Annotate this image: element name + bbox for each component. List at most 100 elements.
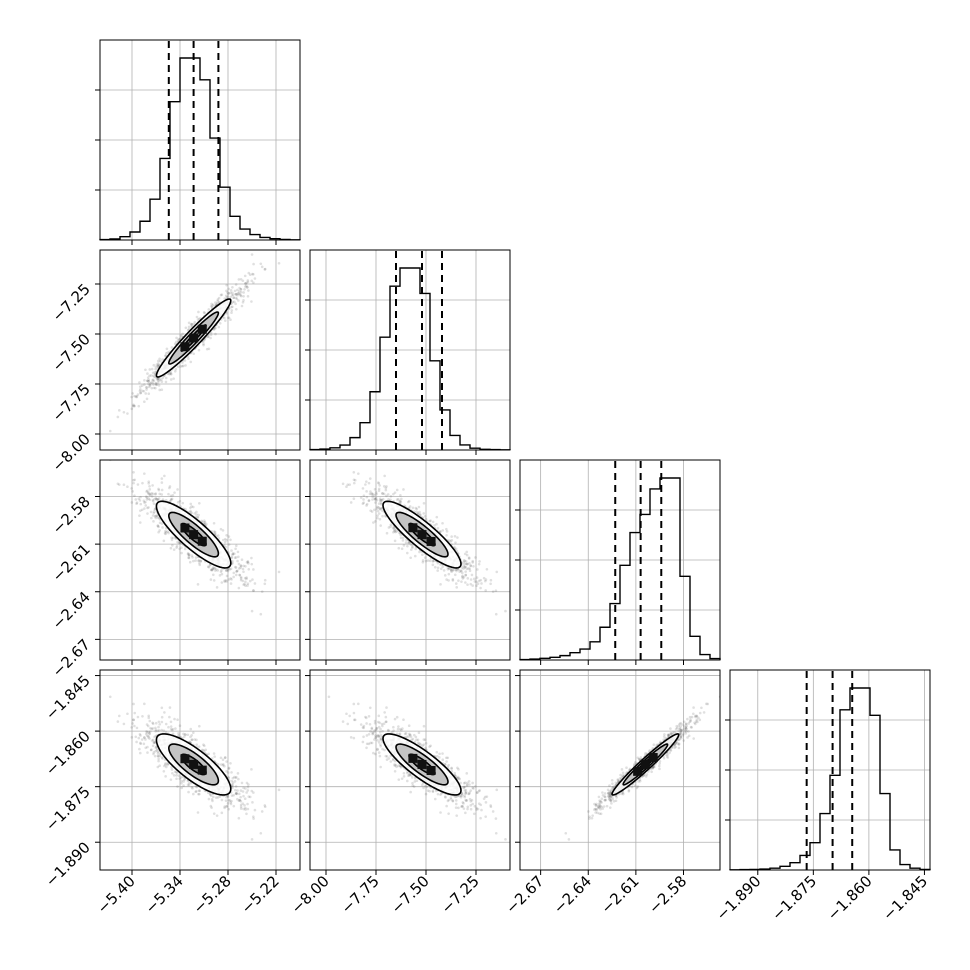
sample-point xyxy=(239,575,243,579)
sample-point xyxy=(445,578,448,581)
sample-point xyxy=(130,487,133,490)
sample-point xyxy=(372,521,375,524)
sample-point xyxy=(232,804,236,808)
sample-point xyxy=(126,712,129,716)
sample-point xyxy=(464,791,467,795)
sample-point xyxy=(154,749,157,753)
sample-point xyxy=(177,732,180,735)
sample-point xyxy=(214,567,218,571)
sample-point xyxy=(157,759,160,763)
sample-point xyxy=(236,293,239,297)
sample-point xyxy=(246,789,250,792)
sample-point xyxy=(164,529,167,533)
sample-point xyxy=(234,792,238,795)
sample-point xyxy=(392,729,395,732)
sample-point xyxy=(241,790,245,793)
sample-point xyxy=(133,711,137,715)
sample-point xyxy=(226,795,230,799)
sample-point xyxy=(179,333,183,337)
sample-point xyxy=(132,404,135,408)
sample-point xyxy=(376,509,380,513)
sample-point xyxy=(214,332,217,336)
sample-point xyxy=(135,726,139,730)
sample-point xyxy=(227,767,231,770)
sample-point xyxy=(189,781,193,785)
y-tick-label: −1.845 xyxy=(42,672,94,724)
sample-point xyxy=(144,504,148,507)
sample-point xyxy=(472,577,476,581)
sample-point xyxy=(225,312,228,315)
sample-point xyxy=(225,569,228,572)
sample-point xyxy=(187,357,190,361)
sample-point xyxy=(465,553,469,557)
sample-point xyxy=(144,386,148,389)
sample-point xyxy=(108,429,112,433)
y-tick-label: −1.860 xyxy=(42,727,94,779)
density-core-block xyxy=(197,324,207,334)
sample-point xyxy=(461,571,464,575)
sample-point xyxy=(153,375,156,379)
sample-point xyxy=(157,497,161,500)
sample-point xyxy=(365,502,369,506)
sample-point xyxy=(136,715,140,719)
sample-point xyxy=(160,522,164,525)
sample-point xyxy=(192,352,196,356)
sample-point xyxy=(180,786,184,790)
sample-point xyxy=(232,575,235,579)
sample-point xyxy=(239,290,243,294)
sample-point xyxy=(379,727,382,731)
sample-point xyxy=(395,732,399,736)
sample-point xyxy=(212,795,215,799)
sample-point xyxy=(443,763,447,766)
sample-point xyxy=(416,738,420,742)
sample-point xyxy=(239,287,243,291)
sample-point xyxy=(239,789,243,792)
sample-point xyxy=(243,576,247,580)
sample-point xyxy=(156,364,160,368)
sample-point xyxy=(401,539,405,542)
sample-point xyxy=(223,805,227,808)
sample-point xyxy=(122,483,126,487)
sample-point xyxy=(197,745,201,748)
sample-point xyxy=(145,388,148,391)
sample-point xyxy=(450,570,453,574)
sample-point xyxy=(226,802,230,805)
sample-point xyxy=(236,288,239,292)
sample-point xyxy=(227,798,231,802)
y-tick-label: −2.61 xyxy=(49,540,94,585)
sample-point xyxy=(242,794,245,798)
sample-point xyxy=(132,404,135,408)
sample-point xyxy=(244,584,247,587)
sample-point xyxy=(181,332,184,336)
sample-point xyxy=(151,722,155,726)
sample-point xyxy=(235,569,239,573)
sample-point xyxy=(392,725,395,729)
sample-point xyxy=(398,732,402,735)
sample-point xyxy=(202,343,205,347)
sample-point xyxy=(169,372,173,376)
sample-point xyxy=(233,556,237,560)
sample-point xyxy=(483,795,487,799)
sample-point xyxy=(252,262,255,266)
sample-point xyxy=(244,282,247,285)
sample-point xyxy=(453,795,457,799)
sample-point xyxy=(230,549,233,552)
sample-point xyxy=(149,374,153,377)
sample-point xyxy=(459,569,463,572)
sample-point xyxy=(477,789,481,793)
sample-point xyxy=(385,494,388,498)
sample-point xyxy=(252,568,255,571)
histogram-1 xyxy=(309,267,511,451)
sample-point xyxy=(393,528,396,531)
sample-point xyxy=(467,792,471,796)
sample-point xyxy=(192,731,195,735)
sample-point xyxy=(361,726,365,729)
sample-point xyxy=(183,735,186,738)
sample-point xyxy=(130,395,133,399)
sample-point xyxy=(176,540,179,544)
sample-point xyxy=(401,727,404,730)
sample-point xyxy=(154,726,157,730)
sample-point xyxy=(480,582,483,585)
sample-point xyxy=(247,567,251,571)
density-core-block xyxy=(180,342,190,352)
